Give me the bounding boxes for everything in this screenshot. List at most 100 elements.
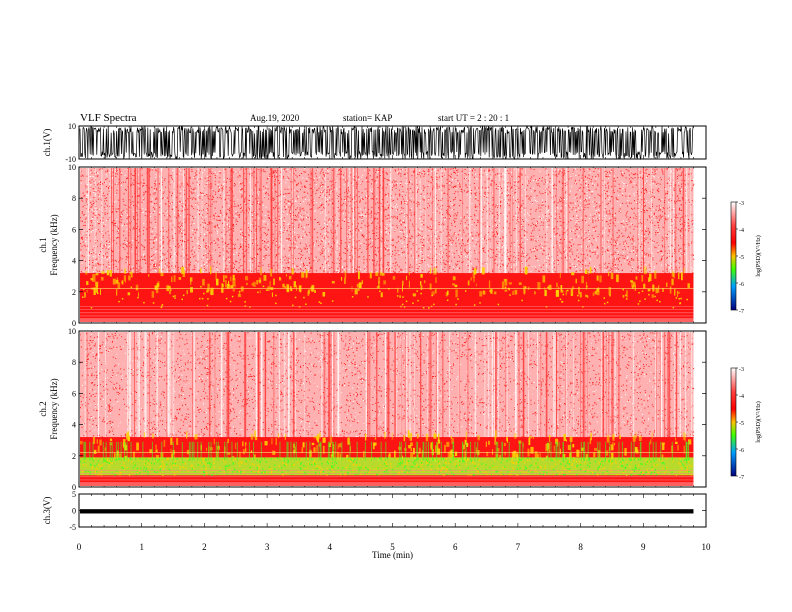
spectrogram-yellow-2 bbox=[416, 433, 419, 439]
spectrogram-green-speck-2 bbox=[478, 459, 480, 462]
spectrogram-green-speck-2 bbox=[651, 466, 653, 469]
spectrogram-green-speck-2 bbox=[494, 459, 496, 462]
spectrogram-green-speck-2 bbox=[417, 467, 419, 470]
time-tick-label: 3 bbox=[265, 542, 270, 552]
spectrogram-yellow-speck-1 bbox=[121, 298, 124, 300]
spectrogram-green-speck-2 bbox=[197, 463, 199, 466]
spectrogram-yellow-speck-1 bbox=[603, 297, 605, 299]
spectrogram-streak-2 bbox=[323, 332, 326, 442]
spectrogram-green-speck-2 bbox=[303, 465, 305, 467]
spectrogram-green-speck-2 bbox=[127, 459, 130, 462]
spectrogram-yellow-2 bbox=[675, 437, 676, 441]
spectrogram-streak-2 bbox=[104, 332, 106, 442]
spectrogram-yellow-1 bbox=[481, 267, 485, 275]
spectrogram-yellow-2 bbox=[253, 454, 256, 458]
spectrogram-streak-1 bbox=[374, 168, 376, 278]
spectrogram-yellow-1 bbox=[454, 284, 458, 288]
spectrogram-yellow-speck-1 bbox=[422, 306, 425, 309]
spectrogram-green-speck-2 bbox=[300, 459, 302, 461]
spectrogram-yellow-speck-1 bbox=[83, 288, 85, 291]
spectrogram-yellow-1 bbox=[402, 280, 404, 286]
spectrogram-yellow-1 bbox=[290, 286, 292, 290]
spectrogram-streak-1 bbox=[109, 168, 111, 278]
spectrogram-yellow-2 bbox=[430, 442, 433, 450]
spectrogram-streak-1 bbox=[225, 168, 227, 278]
spectrogram-green-speck-2 bbox=[682, 463, 684, 466]
spectrogram-green-streak-2 bbox=[105, 441, 107, 461]
spectrogram-yellow-1 bbox=[173, 275, 176, 282]
spectrogram-yellow-2 bbox=[530, 446, 534, 454]
spectrogram-green-speck-2 bbox=[84, 459, 86, 462]
spectrogram-streak-2 bbox=[278, 332, 280, 442]
spectrogram-green-speck-2 bbox=[632, 469, 634, 471]
spectrogram-yellow-speck-1 bbox=[455, 303, 457, 306]
spectrogram-green-speck-2 bbox=[567, 462, 569, 464]
spectrogram-yellow-speck-1 bbox=[559, 298, 562, 301]
spectrogram-streak-1 bbox=[87, 168, 89, 278]
spectrogram-streak-1 bbox=[197, 168, 199, 278]
spectrogram-streak-2 bbox=[145, 332, 147, 442]
spectrogram-green-speck-2 bbox=[349, 467, 351, 470]
spectrogram-green-speck-2 bbox=[481, 463, 483, 465]
spectrogram-green-speck-2 bbox=[421, 461, 423, 464]
spectrogram-green-speck-2 bbox=[512, 467, 514, 469]
spectrogram-yellow-2 bbox=[244, 442, 247, 446]
spectrogram-streak-1 bbox=[148, 168, 150, 278]
spectrogram-yellow-1 bbox=[245, 276, 249, 281]
spectrogram-green-speck-2 bbox=[459, 460, 461, 462]
spectrogram-yellow-2 bbox=[176, 437, 179, 445]
spectrogram-green-speck-2 bbox=[527, 457, 529, 459]
spectrogram-yellow-speck-1 bbox=[417, 299, 419, 302]
spectrogram-green-speck-2 bbox=[638, 458, 640, 461]
spectrogram-streak-2 bbox=[273, 332, 275, 442]
spectrogram-green-speck-2 bbox=[651, 469, 653, 471]
spectrogram-green-speck-2 bbox=[506, 460, 508, 462]
spectrogram-yellow-1 bbox=[687, 283, 690, 288]
spectrogram-yellow-1 bbox=[251, 283, 254, 286]
spectrogram-green-speck-2 bbox=[686, 466, 688, 468]
spectrogram-green-streak-2 bbox=[111, 441, 113, 461]
spectrogram-green-speck-2 bbox=[564, 465, 566, 467]
spectrogram-green-speck-2 bbox=[565, 472, 567, 475]
spectrogram-green-speck-2 bbox=[149, 463, 151, 465]
spectrogram-green-speck-2 bbox=[389, 462, 392, 465]
spectrogram-green-speck-2 bbox=[332, 467, 334, 469]
spectrogram-green-speck-2 bbox=[108, 466, 110, 469]
spectrogram-yellow-1 bbox=[116, 277, 118, 282]
spectrogram-streak-1 bbox=[244, 168, 246, 278]
spectrogram-green-speck-2 bbox=[435, 473, 438, 475]
spectrogram-green-speck-2 bbox=[500, 471, 502, 474]
spectrogram-green-streak-2 bbox=[188, 441, 190, 461]
spectrogram-yellow-1 bbox=[467, 280, 470, 286]
spectrogram-streak-2 bbox=[606, 332, 607, 442]
spectrogram-yellow-speck-1 bbox=[199, 297, 201, 300]
spectrogram-streak-2 bbox=[221, 332, 223, 442]
spectrogram-green-streak-2 bbox=[470, 441, 472, 461]
spectrogram-yellow-1 bbox=[584, 269, 588, 274]
spectrogram-green-speck-2 bbox=[157, 461, 159, 463]
spectrogram-yellow-1 bbox=[225, 280, 227, 288]
spectrogram-yellow-speck-1 bbox=[586, 285, 588, 288]
spectrogram-streak-1 bbox=[271, 168, 273, 278]
spectrogram-green-streak-2 bbox=[329, 441, 331, 461]
spectrogram-streak-2 bbox=[430, 332, 432, 442]
spectrogram-streak-1 bbox=[440, 168, 442, 278]
spectrogram-green-speck-2 bbox=[530, 464, 533, 466]
spectrogram-yellow-speck-1 bbox=[641, 290, 644, 292]
spectrogram-streak-1 bbox=[277, 168, 279, 278]
spectrogram-green-speck-2 bbox=[554, 463, 556, 465]
spectrogram-green-speck-2 bbox=[382, 458, 384, 460]
ch1-waveform-tick-label: 10 bbox=[68, 122, 76, 131]
spectrogram-green-speck-2 bbox=[611, 460, 613, 462]
spectrogram-green-speck-2 bbox=[348, 465, 351, 467]
colorbar-tick-label-2: -4 bbox=[739, 394, 744, 400]
spectrogram-green-speck-2 bbox=[103, 458, 105, 460]
spectrogram-green-speck-2 bbox=[401, 470, 403, 472]
spectrogram-streak-2 bbox=[193, 332, 195, 442]
spectrogram-streak-1 bbox=[253, 168, 255, 278]
spectrogram-green-speck-2 bbox=[264, 457, 266, 460]
spectrogram-yellow-1 bbox=[221, 287, 224, 293]
spectrogram-green-speck-2 bbox=[635, 457, 637, 460]
spectrogram-green-streak-2 bbox=[287, 441, 289, 461]
